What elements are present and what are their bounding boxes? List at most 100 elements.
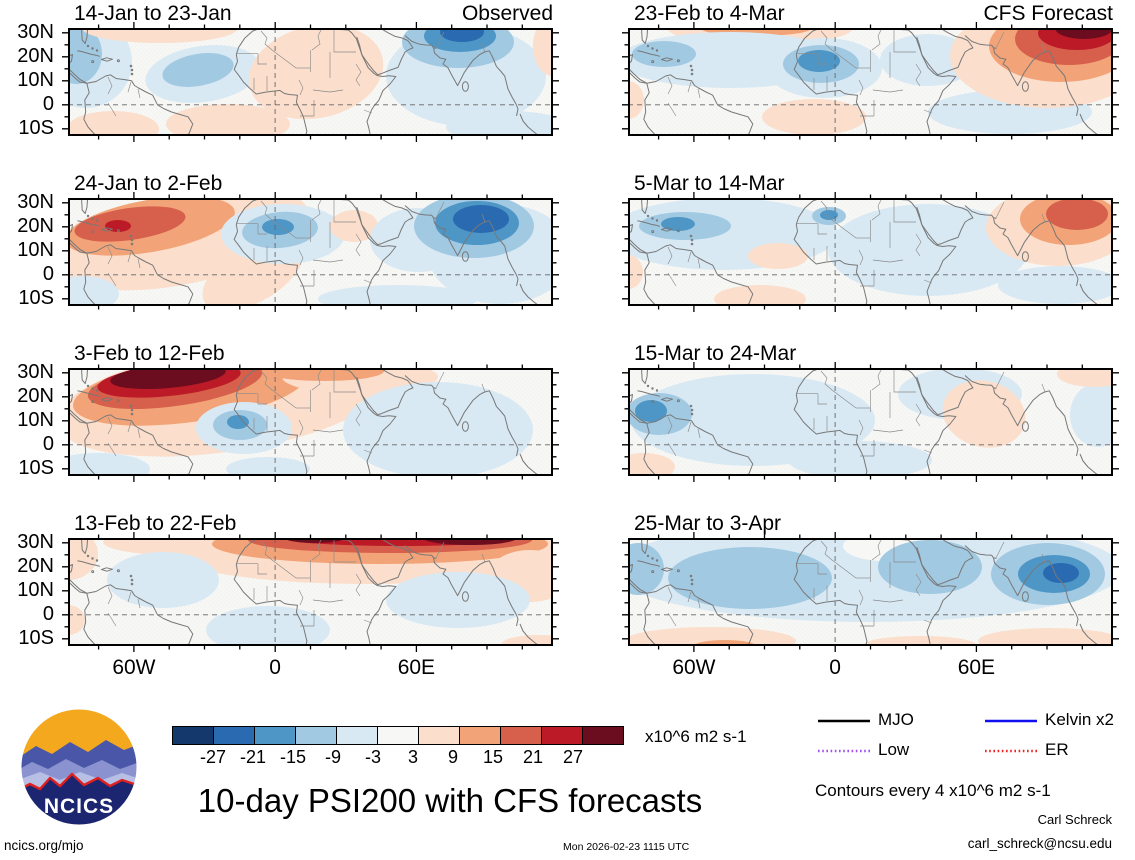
sri-lanka-outline [461,81,469,92]
axis-ticks [62,192,559,312]
map-frame [628,28,1113,136]
map-frame [68,538,553,646]
panel-date-range: 14-Jan to 23-Jan [74,2,232,25]
x-axis-label: 0 [269,656,281,679]
anomaly-blobs [628,198,1113,306]
colorbar-tick-label: 27 [562,747,584,767]
colorbar-segment [295,726,337,745]
legend-line-mjo [818,719,870,723]
map-panel-forecast-2 [622,192,1119,312]
logo-red-ridge-line [21,772,137,792]
coastlines [68,198,540,306]
axis-ticks [62,362,559,482]
legend-line-er [985,749,1037,753]
legend-line-kelvin-x2 [985,719,1037,723]
colorbar-segment [172,726,214,745]
map-panel-observed-4 [62,532,559,652]
y-axis-label: 10N [17,578,54,601]
x-axis-label: 60E [397,656,436,679]
y-axis-label: 0 [42,92,54,115]
contour-map [622,532,1119,652]
colorbar-segment [582,726,624,745]
anomaly-blobs [628,368,1113,476]
islands [646,214,694,246]
coastlines [628,28,1100,136]
colorbar-tick-label: 15 [482,747,504,767]
sri-lanka-outline [1021,251,1029,262]
panel-date-range: 5-Mar to 14-Mar [634,172,785,195]
panel-date-range: 3-Feb to 12-Feb [74,342,225,365]
coastlines [68,538,540,646]
y-axis-label: 0 [42,602,54,625]
legend-label: Low [878,740,910,759]
map-panel-observed-3 [62,362,559,482]
logo-foreground [21,774,137,825]
colorbar-segment [541,726,583,745]
x-axis-label: 60W [672,656,716,679]
grid-dashed [628,198,1113,306]
colorbar-segment [418,726,460,745]
axis-ticks [62,532,559,652]
y-axis-label: 10N [17,408,54,431]
anomaly-blobs [68,198,553,306]
y-axis-label: 10S [18,626,54,649]
coastlines [68,368,540,476]
anomaly-blobs [628,538,1113,646]
map-frame [628,538,1113,646]
contour-note: Contours every 4 x10^6 m2 s-1 [815,781,1051,800]
logo-rim [20,708,138,826]
country-borders [667,538,1046,627]
islands [646,44,694,76]
islands [86,214,134,246]
country-borders [667,28,1046,117]
legend-label: ER [1045,740,1069,759]
y-axis-label: 10S [18,286,54,309]
coastlines [628,538,1100,646]
grid-dashed [628,538,1113,646]
panel-date-range: 23-Feb to 4-Mar [634,2,785,25]
contour-map [62,192,559,312]
contour-map [62,22,559,142]
map-frame [68,368,553,476]
logo-text: NCICS [44,795,114,818]
colorbar-tick-label: -15 [279,747,306,767]
y-axis-label: 20N [17,384,54,407]
panel-date-range: 13-Feb to 22-Feb [74,512,237,535]
contour-map [622,192,1119,312]
islands [86,554,134,586]
colorbar-segment [459,726,501,745]
contour-map [62,362,559,482]
country-borders [107,198,486,287]
country-borders [667,198,1046,287]
sri-lanka-outline [1021,81,1029,92]
grid-dashed [628,28,1113,136]
islands [646,384,694,416]
contour-map [62,532,559,652]
map-frame [68,28,553,136]
grid-dashed [68,538,553,646]
colorbar-tick-label: -21 [239,747,266,767]
y-axis-label: 30N [17,360,54,383]
map-panel-forecast-3 [622,362,1119,482]
figure-title: 10-day PSI200 with CFS forecasts [197,782,703,819]
y-axis-label: 10S [18,116,54,139]
axis-ticks [622,22,1119,142]
y-axis-label: 10N [17,68,54,91]
colorbar [172,726,624,745]
contour-map [622,22,1119,142]
axis-ticks [622,362,1119,482]
map-frame [628,198,1113,306]
country-borders [667,368,1046,457]
grid-dashed [68,198,553,306]
contour-map [622,362,1119,482]
colorbar-tick-label: -3 [364,747,381,767]
map-panel-forecast-1 [622,22,1119,142]
map-panel-observed-2 [62,192,559,312]
legend-line-low [818,749,870,753]
colorbar-segment [254,726,296,745]
colorbar-tick-label: -27 [199,747,226,767]
colorbar-units-label: x10^6 m2 s-1 [645,727,747,746]
y-axis-label: 20N [17,214,54,237]
map-panel-forecast-4 [622,532,1119,652]
